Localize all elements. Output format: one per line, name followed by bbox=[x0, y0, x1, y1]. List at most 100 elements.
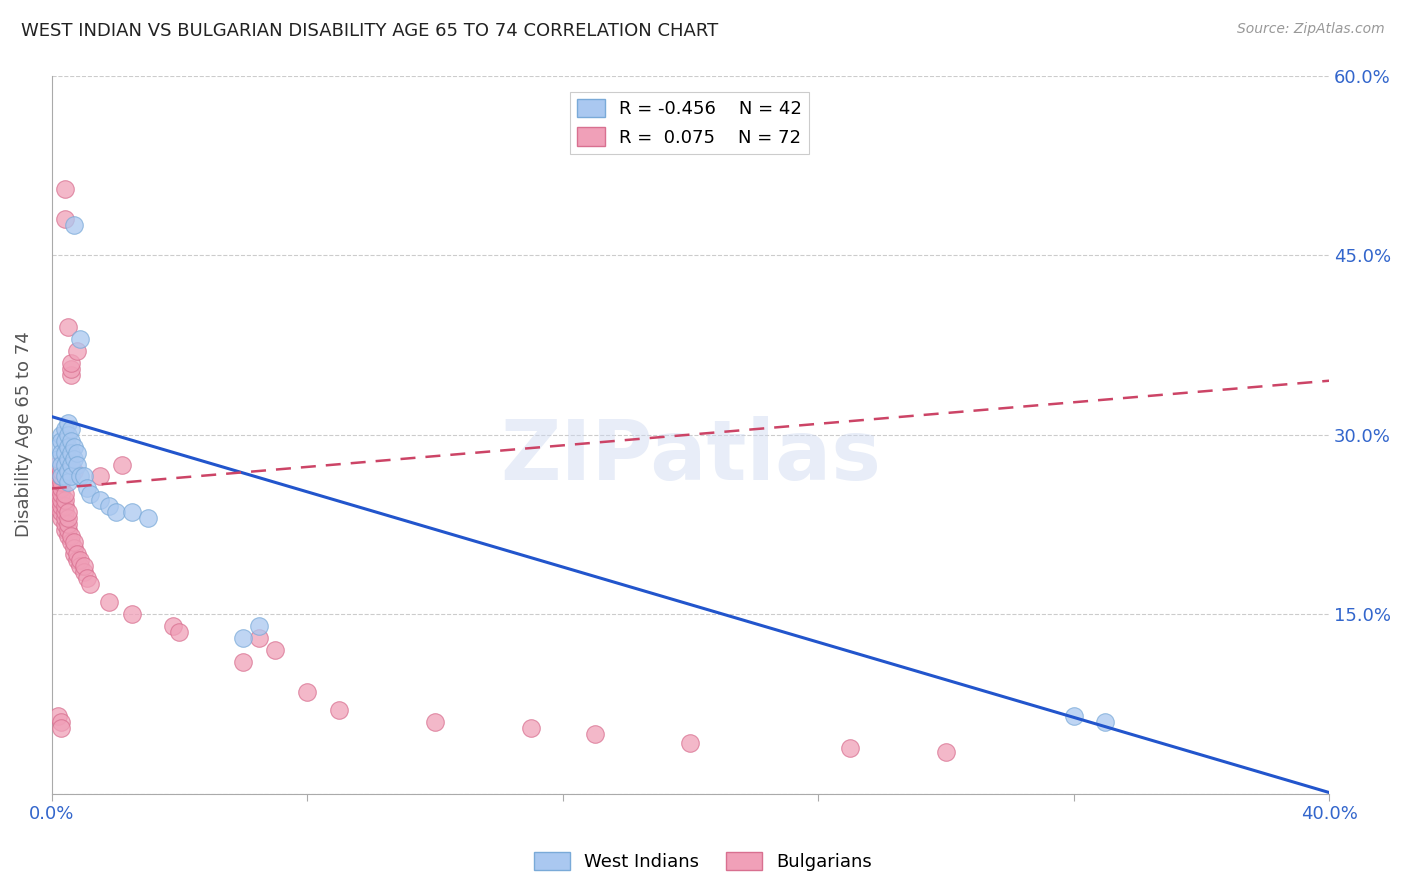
Point bbox=[56, 416, 79, 430]
Point bbox=[169, 625, 191, 640]
Point bbox=[59, 422, 82, 436]
Point bbox=[232, 655, 254, 669]
Point bbox=[51, 721, 73, 735]
Point bbox=[66, 547, 89, 561]
Point bbox=[69, 469, 91, 483]
Point bbox=[51, 505, 73, 519]
Point bbox=[46, 463, 69, 477]
Point bbox=[1094, 714, 1116, 729]
Point bbox=[53, 505, 76, 519]
Point bbox=[59, 445, 82, 459]
Point bbox=[121, 505, 143, 519]
Point bbox=[328, 703, 350, 717]
Point bbox=[89, 493, 111, 508]
Point bbox=[56, 505, 79, 519]
Point bbox=[73, 559, 96, 574]
Point bbox=[51, 469, 73, 483]
Point bbox=[46, 475, 69, 490]
Point bbox=[53, 524, 76, 538]
Point bbox=[89, 469, 111, 483]
Point bbox=[51, 493, 73, 508]
Point bbox=[121, 607, 143, 621]
Point bbox=[63, 218, 86, 232]
Point bbox=[53, 445, 76, 459]
Point bbox=[104, 505, 127, 519]
Point bbox=[53, 511, 76, 525]
Point bbox=[519, 721, 541, 735]
Point bbox=[73, 469, 96, 483]
Point bbox=[583, 727, 606, 741]
Point bbox=[63, 463, 86, 477]
Point bbox=[53, 212, 76, 227]
Point bbox=[56, 524, 79, 538]
Point bbox=[46, 482, 69, 496]
Point bbox=[59, 361, 82, 376]
Point bbox=[63, 547, 86, 561]
Point bbox=[46, 469, 69, 483]
Point bbox=[63, 440, 86, 454]
Point bbox=[232, 631, 254, 645]
Point bbox=[162, 619, 184, 633]
Point bbox=[53, 182, 76, 196]
Text: WEST INDIAN VS BULGARIAN DISABILITY AGE 65 TO 74 CORRELATION CHART: WEST INDIAN VS BULGARIAN DISABILITY AGE … bbox=[21, 22, 718, 40]
Point bbox=[51, 434, 73, 448]
Point bbox=[59, 458, 82, 472]
Point bbox=[51, 482, 73, 496]
Text: Source: ZipAtlas.com: Source: ZipAtlas.com bbox=[1237, 22, 1385, 37]
Point bbox=[51, 511, 73, 525]
Legend: West Indians, Bulgarians: West Indians, Bulgarians bbox=[526, 845, 880, 879]
Point bbox=[247, 631, 270, 645]
Point bbox=[51, 463, 73, 477]
Point bbox=[59, 469, 82, 483]
Point bbox=[44, 475, 66, 490]
Point bbox=[59, 368, 82, 382]
Point bbox=[56, 463, 79, 477]
Point bbox=[51, 458, 73, 472]
Point bbox=[56, 440, 79, 454]
Point bbox=[53, 469, 76, 483]
Legend: R = -0.456    N = 42, R =  0.075    N = 72: R = -0.456 N = 42, R = 0.075 N = 72 bbox=[571, 92, 808, 154]
Point bbox=[839, 741, 862, 756]
Point bbox=[51, 427, 73, 442]
Point bbox=[44, 500, 66, 514]
Point bbox=[51, 475, 73, 490]
Point bbox=[98, 500, 121, 514]
Point bbox=[51, 714, 73, 729]
Point bbox=[66, 343, 89, 358]
Point bbox=[59, 434, 82, 448]
Point bbox=[46, 709, 69, 723]
Point bbox=[69, 559, 91, 574]
Point bbox=[66, 458, 89, 472]
Point bbox=[56, 475, 79, 490]
Point bbox=[247, 619, 270, 633]
Point bbox=[935, 745, 957, 759]
Point bbox=[44, 487, 66, 501]
Point bbox=[66, 445, 89, 459]
Point bbox=[264, 643, 287, 657]
Point bbox=[51, 487, 73, 501]
Point bbox=[59, 356, 82, 370]
Point bbox=[53, 500, 76, 514]
Point bbox=[56, 511, 79, 525]
Point bbox=[79, 487, 101, 501]
Point bbox=[59, 535, 82, 549]
Point bbox=[46, 493, 69, 508]
Point bbox=[295, 685, 318, 699]
Point bbox=[66, 553, 89, 567]
Point bbox=[56, 427, 79, 442]
Point bbox=[69, 332, 91, 346]
Point bbox=[53, 493, 76, 508]
Text: ZIPatlas: ZIPatlas bbox=[501, 416, 882, 497]
Point bbox=[46, 487, 69, 501]
Point bbox=[59, 529, 82, 543]
Point bbox=[53, 458, 76, 472]
Point bbox=[63, 535, 86, 549]
Point bbox=[56, 529, 79, 543]
Point bbox=[69, 553, 91, 567]
Point bbox=[76, 571, 98, 585]
Point bbox=[679, 736, 702, 750]
Point bbox=[111, 458, 134, 472]
Point bbox=[63, 451, 86, 466]
Point bbox=[53, 422, 76, 436]
Point bbox=[1063, 709, 1085, 723]
